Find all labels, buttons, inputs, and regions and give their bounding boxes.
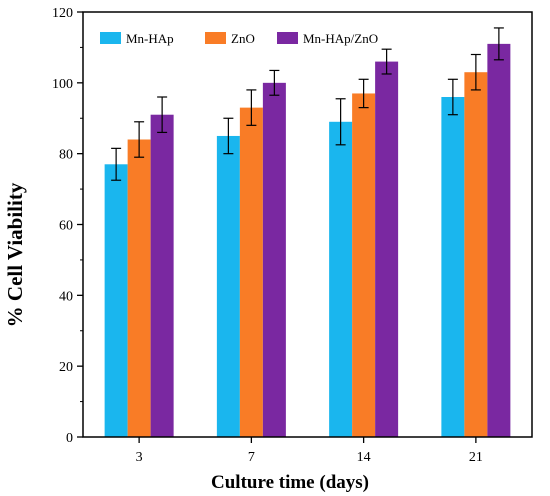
y-tick-label: 60 — [59, 219, 73, 234]
bar — [127, 139, 151, 437]
y-tick-label: 0 — [66, 431, 73, 446]
legend-swatch — [205, 32, 226, 44]
x-axis-ticks: 3 7 14 21 — [136, 437, 483, 465]
bar — [150, 114, 174, 437]
legend-label: ZnO — [231, 31, 255, 46]
plot-area — [104, 27, 511, 438]
bar — [239, 107, 263, 437]
y-tick-label: 20 — [59, 360, 73, 375]
x-tick-label: 3 — [136, 450, 143, 465]
legend-label: Mn-HAp/ZnO — [303, 31, 378, 46]
bar — [487, 43, 511, 437]
y-axis-title: % Cell Viability — [3, 182, 27, 327]
y-tick-label: 120 — [52, 6, 73, 21]
x-axis-title: Culture time (days) — [211, 472, 369, 493]
bar — [104, 164, 128, 437]
bar — [329, 121, 353, 438]
x-tick-label: 14 — [357, 450, 371, 465]
bar — [441, 97, 465, 437]
y-axis-ticks: 0 20 40 60 80 100 120 — [52, 6, 83, 446]
plot-frame — [82, 11, 533, 438]
y-tick-label: 80 — [59, 148, 73, 163]
bar — [464, 72, 488, 437]
y-tick-label: 40 — [59, 289, 73, 304]
bar — [216, 135, 240, 438]
bar — [352, 93, 376, 437]
bar — [262, 82, 286, 437]
bar — [375, 61, 399, 437]
x-tick-label: 21 — [469, 450, 483, 465]
legend: Mn-HAp ZnO Mn-HAp/ZnO — [100, 31, 378, 46]
legend-label: Mn-HAp — [126, 31, 174, 46]
legend-swatch — [277, 32, 298, 44]
legend-swatch — [100, 32, 121, 44]
x-tick-label: 7 — [248, 450, 255, 465]
y-tick-label: 100 — [52, 77, 73, 92]
